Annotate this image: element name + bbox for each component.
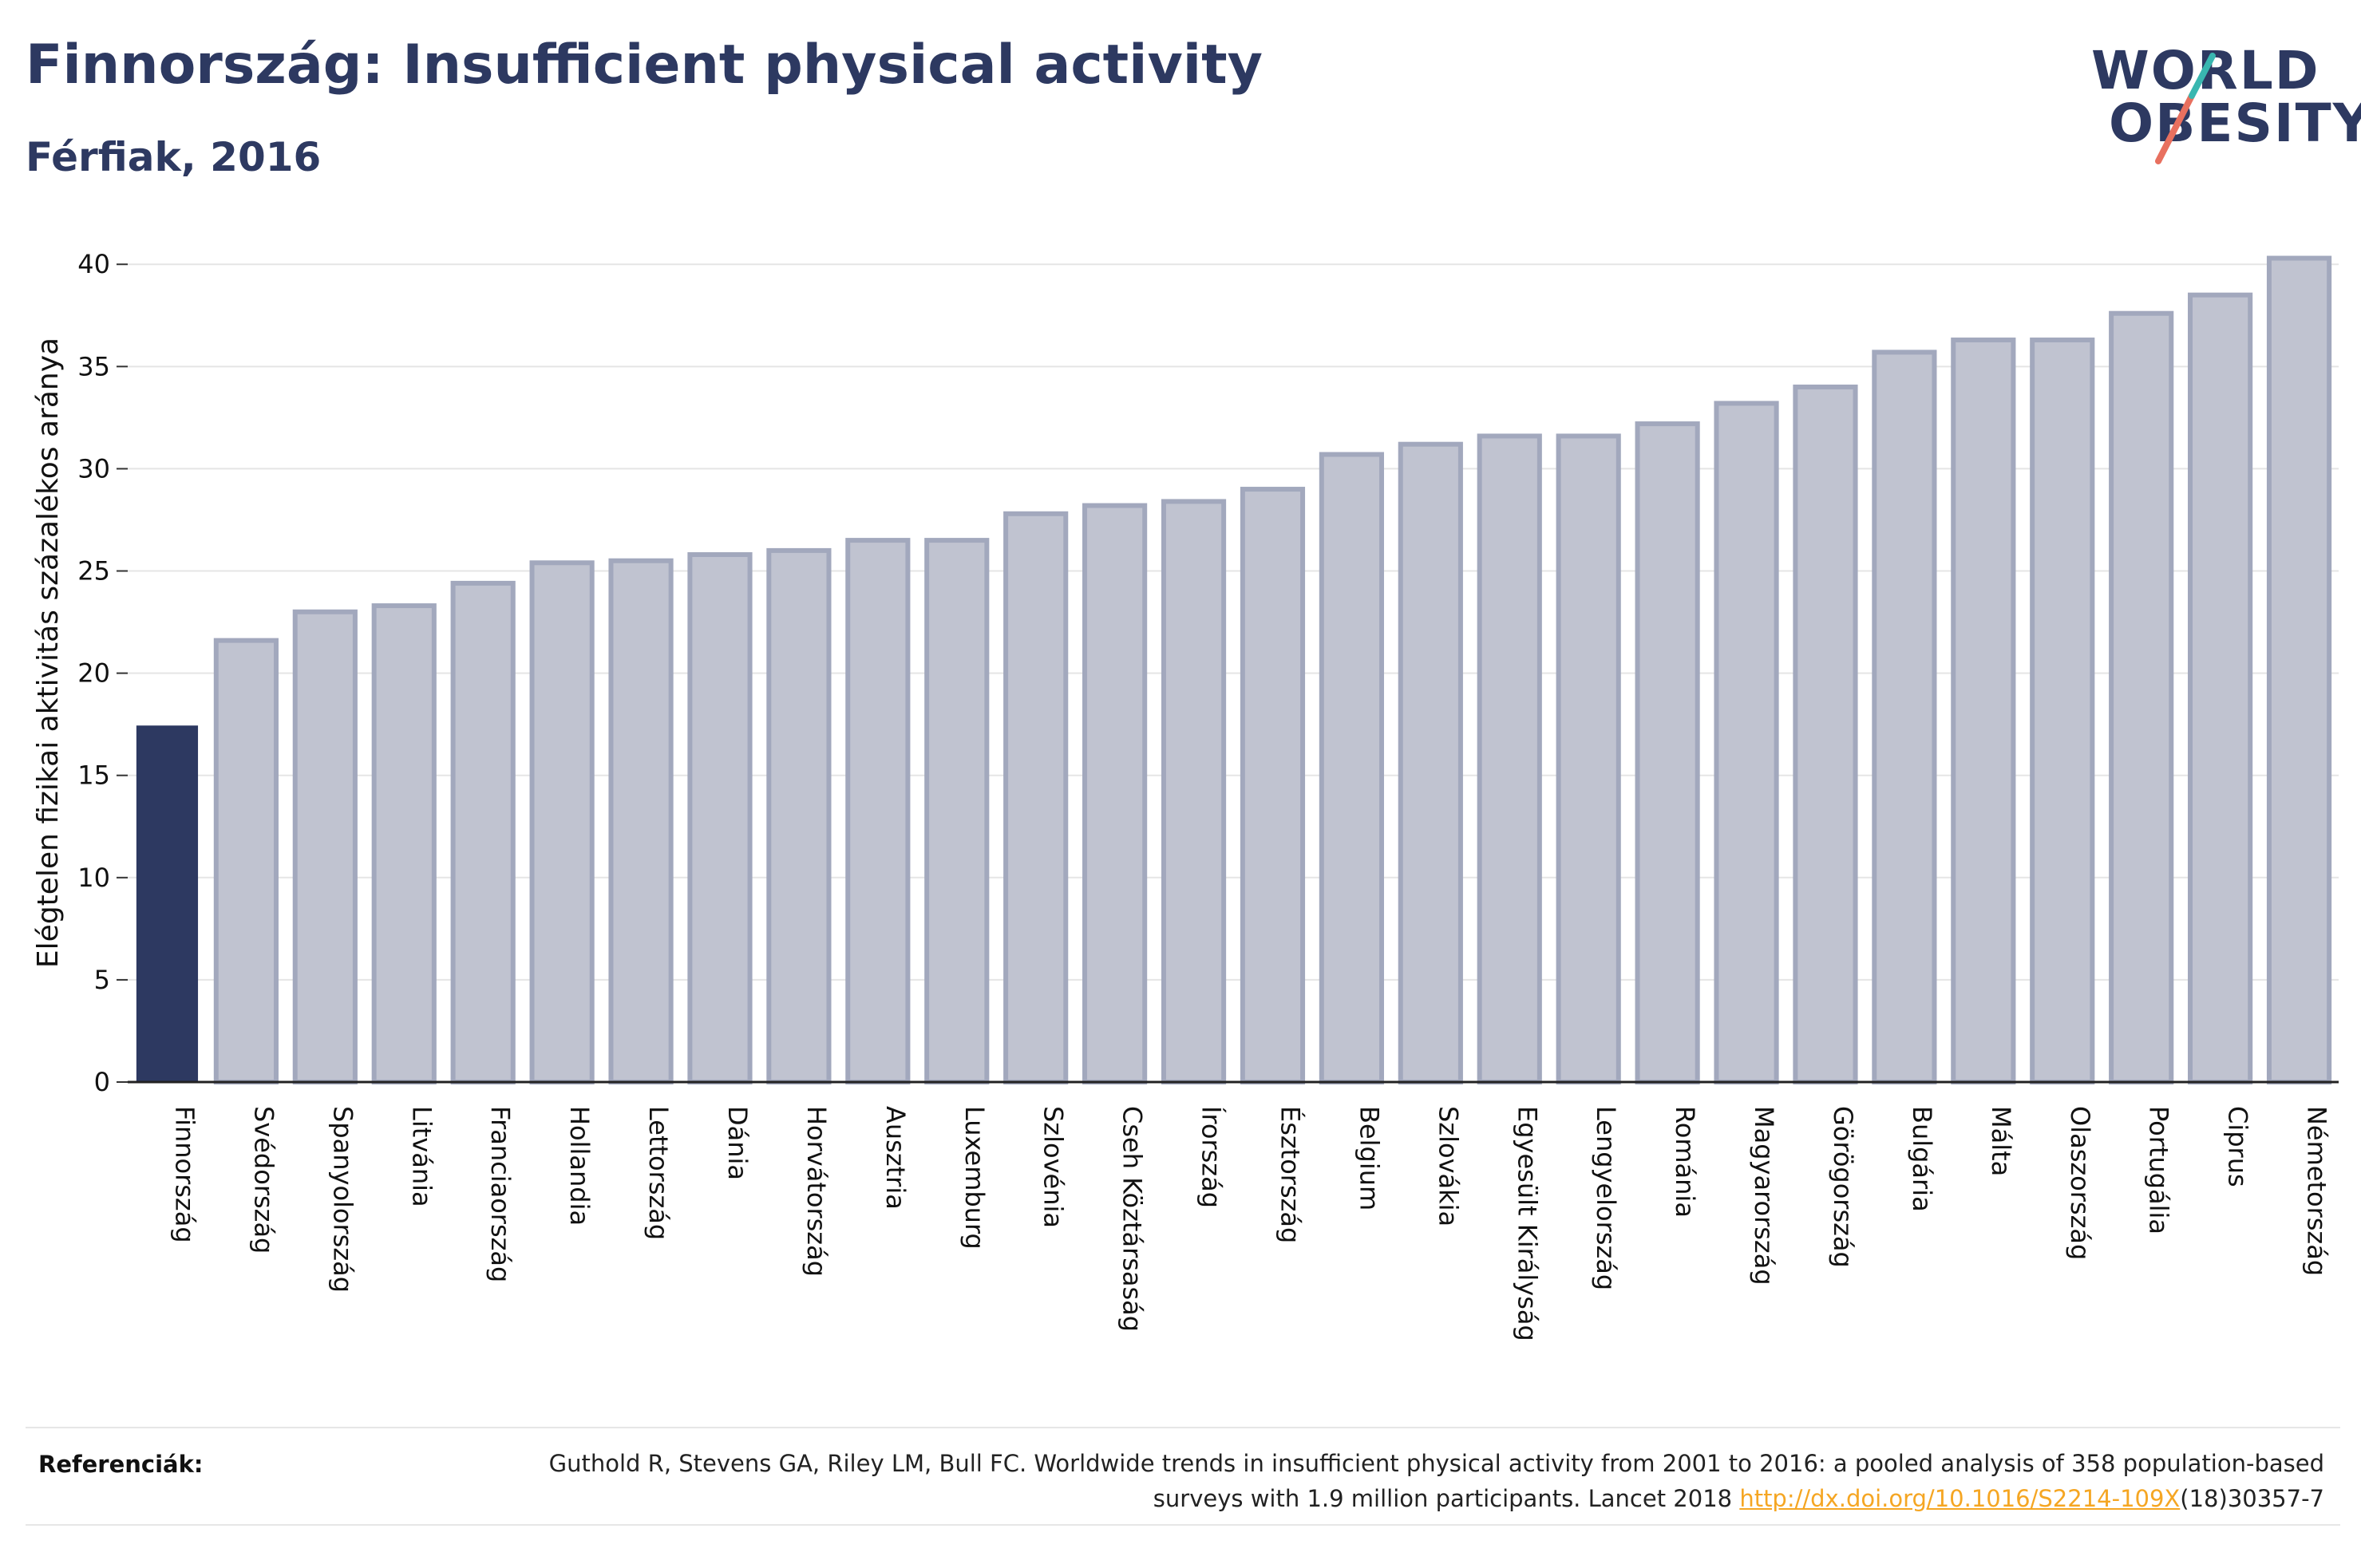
x-tick-label: Hollandia [564, 1106, 595, 1226]
bar-20 [1714, 401, 1779, 1084]
x-tick-label: Ausztria [880, 1106, 911, 1210]
y-tick-label: 5 [94, 965, 110, 995]
x-tick-label: Egyesült Királyság [1512, 1106, 1542, 1341]
x-tick-label: Szlovákia [1433, 1106, 1463, 1226]
x-tick-label: Málta [1986, 1106, 2016, 1176]
x-tick-label: Bulgária [1907, 1106, 1937, 1212]
x-tick-label: Lengyelország [1591, 1106, 1621, 1290]
bar-9 [845, 538, 911, 1084]
bar-26 [2188, 292, 2253, 1084]
bar-13 [1161, 499, 1227, 1084]
x-tick-label: Szlovénia [1038, 1106, 1069, 1228]
references-text: Guthold R, Stevens GA, Riley LM, Bull FC… [488, 1446, 2324, 1516]
y-tick-label: 40 [77, 249, 110, 279]
y-tick-label: 25 [77, 556, 110, 587]
y-axis-label: Elégtelen fizikai aktivitás százalékos a… [32, 338, 65, 968]
chart-title: Finnország: Insufficient physical activi… [26, 34, 1263, 97]
x-tick-label: Portugália [2144, 1106, 2174, 1234]
bar-15 [1319, 452, 1384, 1084]
x-tick-label: Belgium [1354, 1106, 1384, 1211]
axes: 0 5 10 15 20 25 30 35 40 Finnország Svédország Span… [77, 249, 2339, 1341]
bar-18 [1556, 433, 1621, 1084]
x-tick-label: Cseh Köztársaság [1117, 1106, 1148, 1332]
bar-chart: 0 5 10 15 20 25 30 35 40 Finnország Svédország Span… [32, 249, 2339, 1341]
bar-25 [2109, 310, 2174, 1084]
references-label: Referenciák: [38, 1451, 204, 1478]
reference-citation-suffix: (18)30357-7 [2180, 1485, 2324, 1512]
x-tick-label: Magyarország [1749, 1106, 1779, 1286]
x-tick-label: Észtország [1275, 1106, 1305, 1243]
x-tick-label: Németország [2302, 1106, 2332, 1276]
bar-16 [1398, 441, 1463, 1084]
bar-6 [608, 558, 674, 1084]
y-tick-label: 15 [77, 760, 110, 791]
chart-subtitle: Férfiak, 2016 [26, 134, 322, 180]
x-tick-label: Lettország [643, 1106, 674, 1240]
bar-4 [450, 580, 516, 1084]
bars [136, 255, 2332, 1084]
x-tick-label: Finnország [169, 1106, 200, 1243]
footer-divider-bottom [26, 1524, 2340, 1526]
y-tick-label: 30 [77, 453, 110, 484]
bar-22 [1872, 350, 1937, 1084]
bar-8 [766, 547, 832, 1084]
bar-21 [1793, 384, 1858, 1084]
bar-27 [2266, 255, 2332, 1084]
reference-citation: Guthold R, Stevens GA, Riley LM, Bull FC… [548, 1450, 2324, 1512]
bar-19 [1635, 421, 1700, 1084]
bar-11 [1003, 511, 1069, 1084]
bar-5 [529, 560, 595, 1084]
x-tick-label: Svédország [248, 1106, 279, 1254]
footer-divider-top [26, 1427, 2340, 1428]
x-tick-label: Dánia [722, 1106, 753, 1180]
x-tick-label: Horvátország [801, 1106, 832, 1277]
world-obesity-logo: WORLD OBESITY [2075, 32, 2361, 168]
x-tick-label: Franciaország [485, 1106, 516, 1282]
bar-2 [292, 609, 358, 1084]
logo-slash-icon [2155, 53, 2216, 164]
x-tick-label: Spanyolország [327, 1106, 358, 1293]
bar-24 [2030, 338, 2095, 1084]
x-tick-label: Írország [1196, 1106, 1227, 1208]
y-tick-label: 10 [77, 863, 110, 893]
bar-1 [213, 638, 279, 1084]
bar-23 [1951, 338, 2016, 1084]
logo-word-obesity: OBESITY [2109, 93, 2361, 154]
x-tick-label: Románia [1670, 1106, 1700, 1218]
y-tick-label: 20 [77, 658, 110, 689]
bar-14 [1240, 487, 1306, 1084]
bar-3 [371, 603, 437, 1084]
reference-doi-link[interactable]: http://dx.doi.org/10.1016/S2214-109X [1739, 1485, 2181, 1512]
x-tick-label: Litvánia [406, 1106, 437, 1207]
y-tick-label: 35 [77, 351, 110, 381]
bar-0 [136, 725, 199, 1083]
y-tick-label: 0 [94, 1067, 110, 1097]
bar-10 [924, 538, 990, 1084]
bar-7 [687, 552, 753, 1084]
x-tick-label: Ciprus [2223, 1106, 2253, 1187]
x-tick-label: Olaszország [2065, 1106, 2095, 1260]
x-tick-label: Görögország [1828, 1106, 1858, 1268]
x-tick-label: Luxemburg [959, 1106, 990, 1250]
bar-17 [1477, 433, 1542, 1084]
bar-12 [1082, 503, 1148, 1084]
